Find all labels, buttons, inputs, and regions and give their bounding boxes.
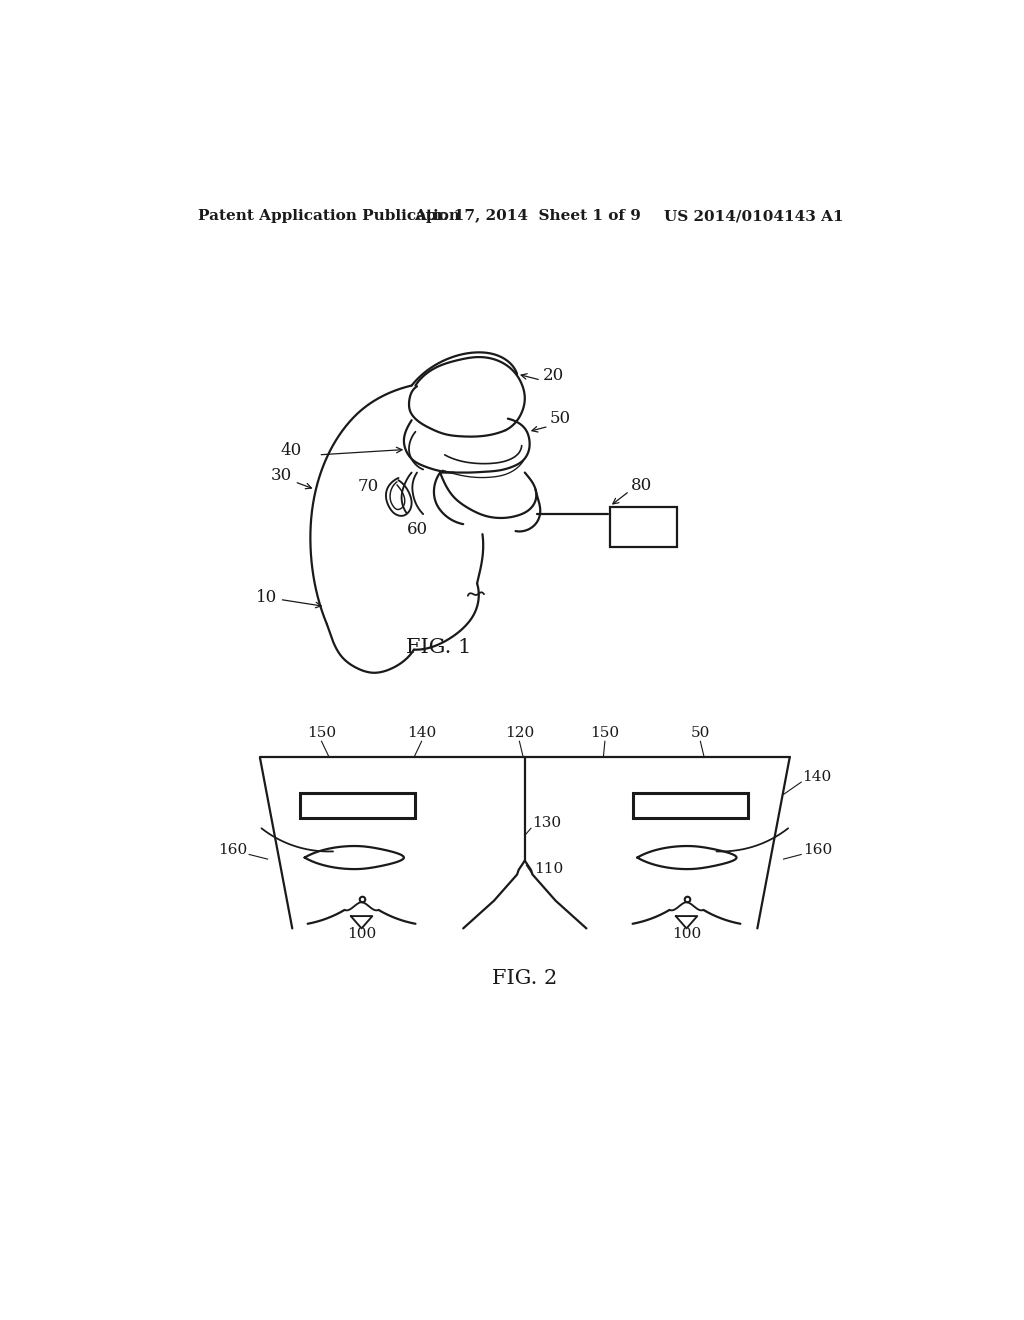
Text: 20: 20 (543, 367, 564, 384)
Text: US 2014/0104143 A1: US 2014/0104143 A1 (665, 209, 844, 223)
Text: 10: 10 (256, 589, 322, 607)
Text: Patent Application Publication: Patent Application Publication (199, 209, 461, 223)
Text: 140: 140 (802, 770, 831, 784)
Text: 110: 110 (535, 862, 563, 876)
Text: 60: 60 (407, 521, 428, 539)
Text: 80: 80 (631, 477, 652, 494)
Text: 160: 160 (218, 842, 248, 857)
Text: Apr. 17, 2014  Sheet 1 of 9: Apr. 17, 2014 Sheet 1 of 9 (414, 209, 641, 223)
Text: 150: 150 (307, 726, 336, 739)
Text: 130: 130 (532, 816, 561, 830)
Text: 50: 50 (550, 411, 570, 428)
Text: FIG. 2: FIG. 2 (493, 969, 557, 987)
Text: 140: 140 (407, 726, 436, 739)
Text: 120: 120 (505, 726, 535, 739)
Text: FIG. 1: FIG. 1 (406, 638, 471, 657)
Text: 40: 40 (281, 442, 301, 459)
Text: 100: 100 (672, 927, 701, 941)
Text: 30: 30 (271, 467, 292, 484)
Text: 100: 100 (347, 927, 376, 941)
Text: 70: 70 (357, 478, 379, 495)
Text: 160: 160 (803, 842, 833, 857)
Bar (633, 793, 749, 817)
Text: 150: 150 (590, 726, 620, 739)
Bar (300, 793, 416, 817)
Bar (609, 507, 677, 548)
Text: 50: 50 (690, 726, 710, 739)
